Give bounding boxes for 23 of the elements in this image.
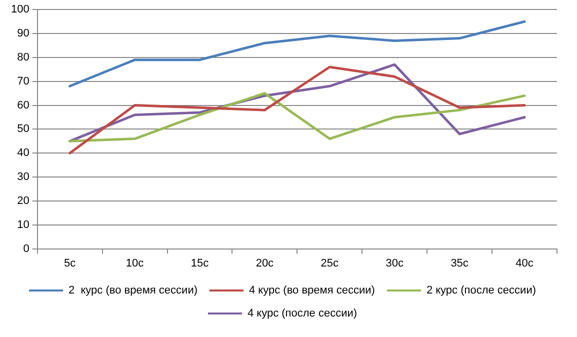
legend-label: 4 курс (во время сессии) [249, 284, 375, 297]
x-tick-label: 5c [64, 257, 76, 270]
x-tick-label: 30c [386, 257, 404, 270]
x-tick-label: 20c [256, 257, 274, 270]
x-tick-label: 15c [190, 257, 210, 270]
x-tick-label: 10c [126, 257, 144, 270]
legend-label: 4 курс (после сессии) [247, 308, 358, 320]
y-tick-label: 0 [23, 242, 30, 255]
y-tick-label: 80 [17, 51, 30, 64]
y-tick-label: 20 [17, 194, 30, 207]
y-tick-label: 50 [17, 123, 30, 136]
y-tick-label: 30 [17, 171, 30, 184]
x-tick-label: 35c [450, 257, 469, 270]
legend-label: 2 курс (после сессии) [426, 284, 536, 297]
y-tick-label: 10 [17, 218, 30, 231]
y-tick-label: 90 [17, 28, 30, 40]
x-tick-label: 25c [320, 257, 340, 270]
y-tick-label: 70 [17, 75, 30, 88]
y-tick-label: 60 [17, 99, 30, 112]
y-tick-label: 40 [17, 147, 30, 160]
legend-label: 2 курс (во время сессии) [68, 284, 198, 297]
x-tick-label: 40c [516, 257, 534, 270]
y-tick-label: 100 [10, 4, 30, 16]
